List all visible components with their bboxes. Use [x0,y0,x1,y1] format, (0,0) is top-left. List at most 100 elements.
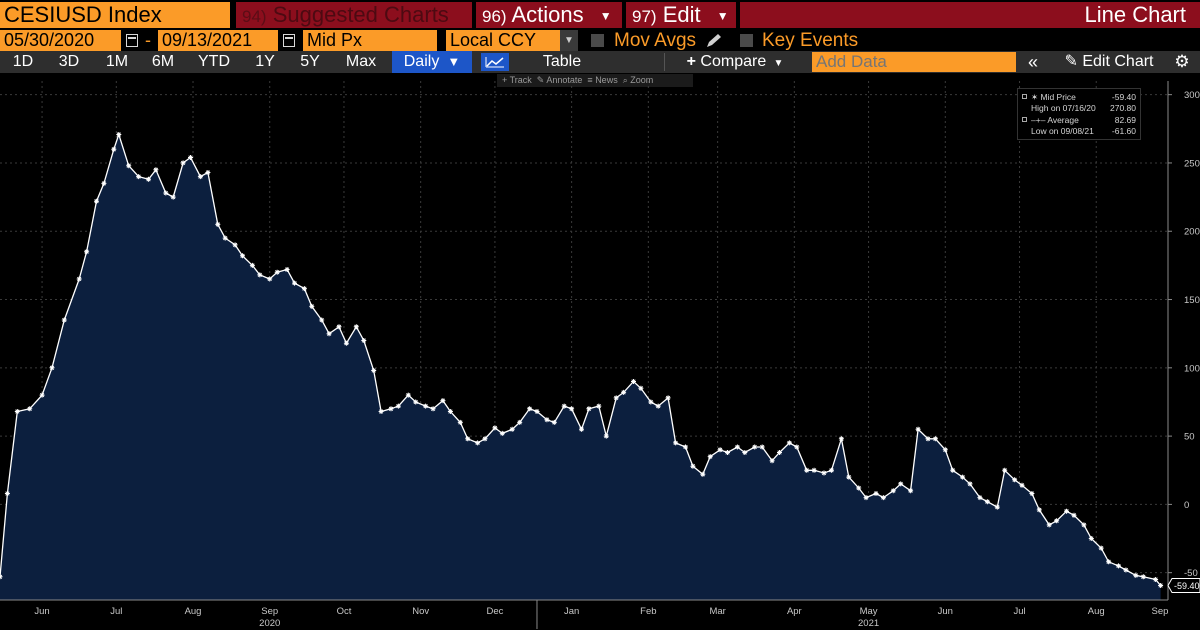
suggested-charts-button[interactable]: 94) Suggested Charts [236,2,472,28]
toolbar-separator [664,53,665,71]
last-price-label: -59.40 [1174,581,1200,591]
subtool-annotate[interactable]: Annotate [546,75,583,85]
currency-select[interactable]: Local CCY [446,30,560,51]
data-point [395,403,401,409]
data-point [1140,574,1146,580]
compare-label: Compare [700,53,767,70]
gear-icon[interactable]: ⚙ [1174,52,1190,71]
data-point [586,406,592,412]
frequency-caret-icon: ▼ [443,54,461,69]
table-button[interactable]: Table [542,53,582,70]
page-title: Line Chart [740,2,1200,28]
data-point [752,444,758,450]
add-data-input[interactable] [812,52,1016,72]
y-tick-label: 50 [1184,432,1195,443]
chart-subtools: + Track ✎ Annotate ≡ News ⌕ Zoom [497,74,693,87]
mov-avgs-label[interactable]: Mov Avgs [614,30,697,51]
start-calendar-icon[interactable] [126,34,138,47]
data-point [534,409,540,414]
data-point [284,267,290,272]
data-point [707,454,713,460]
subtool-news[interactable]: News [595,75,618,85]
line-chart-mode-button[interactable] [481,53,509,71]
legend-high-value: 270.80 [1110,103,1136,113]
frequency-label: Daily [403,53,440,70]
data-point [777,450,782,455]
data-point [725,450,730,455]
x-year-label: 2021 [858,618,879,629]
data-point [1064,508,1069,514]
range-5y[interactable]: 5Y [300,53,320,70]
range-1y[interactable]: 1Y [255,53,275,70]
y-tick-label: 100 [1184,363,1200,374]
data-point [1029,491,1035,496]
key-events-label[interactable]: Key Events [762,30,859,51]
y-tick-label: 250 [1184,158,1200,169]
subtool-zoom[interactable]: Zoom [630,75,654,85]
data-point [638,385,644,391]
edit-button[interactable]: 97) Edit ▼ [626,2,736,28]
pencil-icon[interactable] [705,33,723,49]
y-tick-label: -50 [1184,568,1198,579]
x-tick-label: Mar [709,606,725,617]
range-1m[interactable]: 1M [105,53,129,70]
actions-button[interactable]: 96) Actions ▼ [476,2,622,28]
data-point [447,409,453,414]
annotate-icon: ✎ [536,75,545,85]
key-events-checkbox[interactable] [740,34,753,47]
legend-check-icon [1022,94,1027,99]
compare-button[interactable]: + Compare ▼ [670,51,800,73]
start-date-input[interactable]: 05/30/2020 [0,30,121,51]
grid [0,81,1168,600]
data-point [1123,567,1129,573]
frequency-select[interactable]: Daily ▼ [392,51,472,73]
data-point [1046,522,1052,528]
edit-caret-icon: ▼ [716,9,729,24]
subtool-track[interactable]: Track [509,75,532,85]
data-point [126,163,132,169]
legend-average-value: 82.69 [1114,115,1136,125]
range-6m[interactable]: 6M [151,53,175,70]
data-point [180,160,186,166]
data-point [690,463,696,469]
data-point [343,340,349,346]
line-chart[interactable]: 300 250 200 150 100 50 0 -50 -59.40 Jun Jul Aug Sep… [0,73,1200,630]
data-point [1002,467,1008,473]
data-point [336,324,342,330]
range-1d[interactable]: 1D [12,53,34,70]
mov-avgs-checkbox[interactable] [591,34,604,47]
data-point [932,436,938,442]
range-max[interactable]: Max [345,53,377,70]
end-date-input[interactable]: 09/13/2021 [158,30,278,51]
edit-chart-button[interactable]: ✎ Edit Chart [1052,51,1166,73]
data-point [648,399,654,405]
ticker-field[interactable]: CESIUSD Index [0,2,230,28]
data-point [734,444,740,450]
edit-chart-pencil-icon: ✎ [1064,53,1083,70]
data-point [222,235,228,241]
x-tick-label: Jul [1013,606,1025,617]
data-point [76,276,82,282]
edit-num: 97) [632,7,657,26]
data-point [915,426,921,432]
data-point [898,481,904,487]
range-ytd[interactable]: YTD [198,53,230,70]
data-point [205,170,211,175]
data-point [170,194,176,200]
currency-dropdown-icon[interactable]: ▼ [560,30,578,51]
range-3d[interactable]: 3D [58,53,80,70]
collapse-chevron-icon[interactable]: « [1027,52,1038,72]
x-tick-label: Sep [261,606,278,617]
field-select[interactable]: Mid Px [303,30,437,51]
data-point [1036,507,1042,513]
data-point [188,155,193,160]
data-point [301,286,307,292]
x-tick-label: Nov [412,606,429,617]
data-point [4,491,10,496]
data-point [353,324,359,330]
news-icon: ≡ [587,75,593,85]
data-point [631,379,636,384]
data-point [759,444,765,450]
zoom-icon: ⌕ [622,75,628,85]
end-calendar-icon[interactable] [283,34,295,47]
